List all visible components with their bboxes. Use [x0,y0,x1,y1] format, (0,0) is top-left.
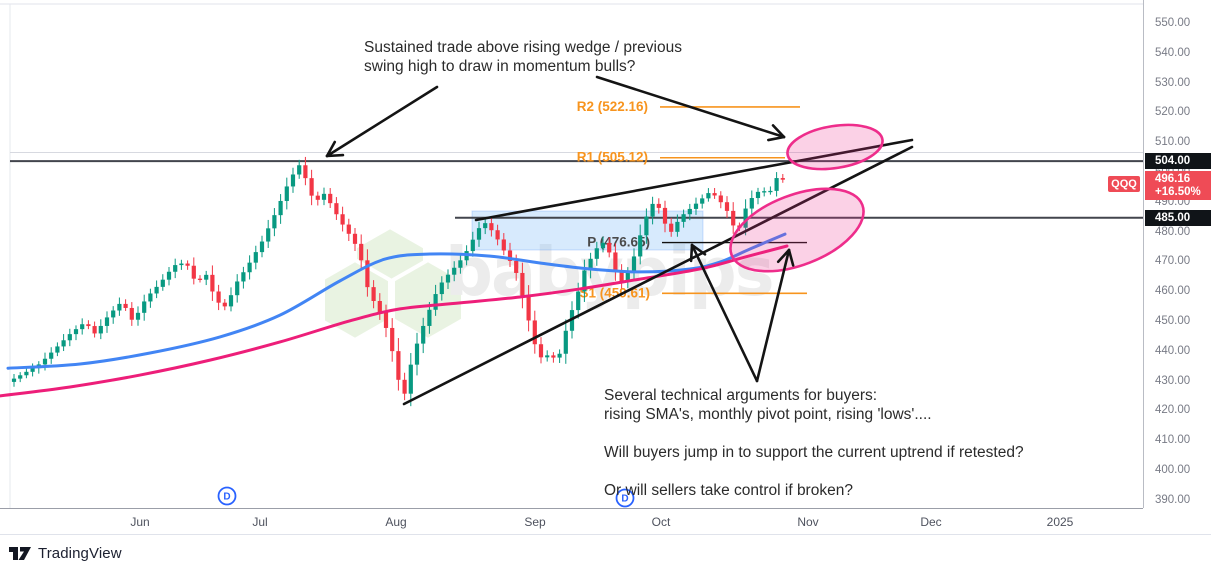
time-label-Sep[interactable]: Sep [524,515,546,529]
chart-canvas[interactable]: R2 (522.16)R1 (505.12)P (476.65)S1 (459.… [0,0,1143,534]
time-label-Dec[interactable]: Dec [920,515,942,529]
tradingview-brand-text[interactable]: TradingView [38,545,122,562]
note-line: Will buyers jump in to support the curre… [604,444,1024,461]
price-tick: 480.00 [1155,225,1191,238]
price-tick: 540.00 [1155,46,1191,59]
time-label-Aug[interactable]: Aug [385,515,407,529]
time-label-Oct[interactable]: Oct [651,515,671,529]
symbol-price-tag: QQQ [1108,176,1140,193]
price-tick: 420.00 [1155,404,1191,417]
note-line [604,424,1024,443]
last-price-change: +16.50% [1155,186,1201,199]
sma-slow[interactable] [0,244,789,398]
note-line [604,462,1024,481]
time-label-2025[interactable]: 2025 [1046,515,1074,529]
price-tick: 460.00 [1155,285,1191,298]
pivot-label-R1: R1 (505.12) [577,150,648,165]
level-price-badge: 504.00 [1145,153,1211,170]
dividend-marker[interactable]: D [615,488,635,508]
price-tick: 510.00 [1155,136,1191,149]
price-tick: 390.00 [1155,493,1191,506]
price-tick: 520.00 [1155,106,1191,119]
sma-fast[interactable] [6,232,787,370]
time-axis[interactable]: Jun Jul Aug Sep Oct Nov Dec 2025 [0,508,1143,535]
svg-text:D: D [621,494,628,505]
annotation-arrow-1[interactable] [325,85,439,158]
footer-bar: TradingView [0,534,1211,572]
time-label-Nov[interactable]: Nov [797,515,819,529]
highlight-ellipse-1[interactable] [784,119,885,176]
pivot-label-R2: R2 (522.16) [577,99,648,114]
dividend-marker[interactable]: D [217,486,237,506]
last-price-badge: 496.16 +16.50% [1145,171,1211,201]
price-tick: 470.00 [1155,255,1191,268]
price-tick: 400.00 [1155,464,1191,476]
svg-text:D: D [223,492,230,503]
price-tick: 450.00 [1155,315,1191,327]
time-label-Jun[interactable]: Jun [130,515,150,529]
note-line: Several technical arguments for buyers: [604,387,878,404]
price-tick: 410.00 [1155,434,1191,447]
candles [11,156,785,407]
price-tick: 430.00 [1155,374,1191,387]
level-price-badge: 485.00 [1145,209,1211,226]
price-axis[interactable]: 496.16 +16.50% 550.00 540.00 530.00 520.00 5… [1143,0,1211,508]
annotation-arrow-2[interactable] [595,75,786,142]
price-tick: 530.00 [1155,76,1191,89]
tradingview-icon[interactable] [9,546,32,561]
annotation-arrow-3[interactable] [689,243,759,383]
time-label-Jul[interactable]: Jul [252,515,268,529]
note-line: swing high to draw in momentum bulls? [364,58,636,75]
note-line: Sustained trade above rising wedge / pre… [364,39,682,56]
last-price-value: 496.16 [1155,173,1191,186]
highlight-ellipse-2[interactable] [719,172,875,288]
wedge-trendline-1[interactable] [474,138,914,222]
note-line: Or will sellers take control if broken? [604,482,853,499]
note-line: rising SMA's, monthly pivot point, risin… [604,406,932,423]
annotation-arrow-4[interactable] [755,248,795,383]
note-rising-wedge[interactable]: Sustained trade above rising wedge / pre… [364,38,682,76]
note-technical-arguments[interactable]: Several technical arguments for buyers: r… [604,386,1024,500]
price-tick: 440.00 [1155,344,1191,357]
price-tick: 550.00 [1155,17,1191,29]
